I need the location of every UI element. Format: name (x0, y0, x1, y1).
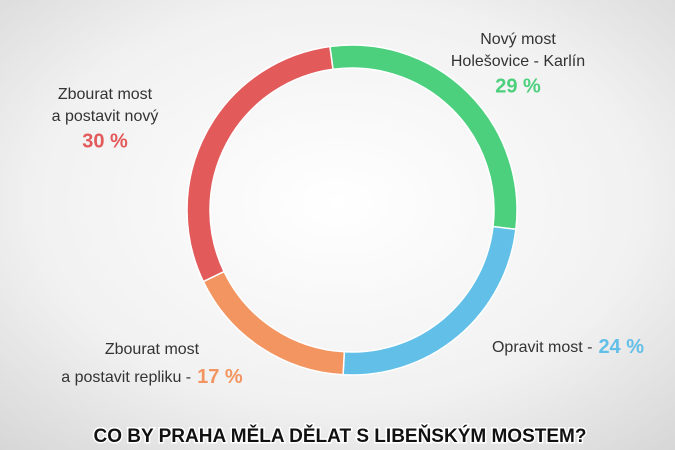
slice-label: Opravit most - 24 % (492, 336, 644, 358)
slice-label: Zbourat most (105, 341, 200, 358)
slice-label: Zbourat most (58, 86, 153, 103)
slice-label: a postavit repliku - 17 % (61, 366, 243, 388)
chart-title: CO BY PRAHA MĚLA DĚLAT S LIBEŇSKÝM MOSTE… (94, 425, 587, 447)
slice-label: Nový most (480, 31, 556, 48)
category-label: Nový most (480, 31, 556, 48)
slice-label: Holešovice - Karlín (451, 53, 585, 70)
donut-slice (186, 45, 334, 283)
value-label: 17 % (197, 366, 243, 388)
category-label: a postavit repliku - (61, 369, 191, 386)
category-label: Zbourat most (58, 86, 153, 103)
category-label: Zbourat most (105, 341, 200, 358)
category-label: Opravit most - (492, 339, 592, 356)
value-label: 29 % (495, 75, 541, 97)
category-label: a postavit nový (52, 108, 159, 125)
value-label: 24 % (598, 336, 644, 358)
value-label: 30 % (82, 130, 128, 152)
category-label: Holešovice - Karlín (451, 53, 585, 70)
slice-label: a postavit nový (52, 108, 159, 125)
